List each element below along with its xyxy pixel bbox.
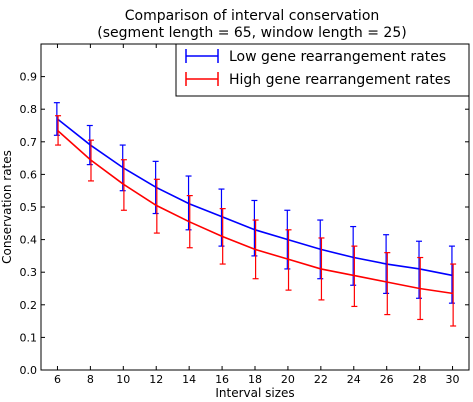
error-bar xyxy=(384,252,391,316)
y-tick-label: 0.4 xyxy=(20,234,38,247)
plot-area xyxy=(40,43,470,371)
x-tick-label: 26 xyxy=(380,373,394,386)
error-bar xyxy=(186,194,193,249)
x-tick-label: 24 xyxy=(347,373,361,386)
y-axis-label: Conservation rates xyxy=(0,150,14,264)
error-bar xyxy=(55,115,62,146)
error-bar xyxy=(219,208,226,265)
y-tick-label: 0.1 xyxy=(20,331,38,344)
chart-subtitle: (segment length = 65, window length = 25… xyxy=(97,25,406,41)
x-tick-label: 14 xyxy=(182,373,196,386)
error-bar xyxy=(285,229,292,291)
axes: 6 8 10 12 14 16 18 20 22 24 26 28 30 0.0 0.1 0.2 0.3 0.4 0… xyxy=(20,44,469,386)
x-axis-label: Interval sizes xyxy=(215,386,294,400)
legend-label-high: High gene rearrangement rates xyxy=(229,72,451,88)
error-bar xyxy=(153,178,160,234)
x-tick-label: 16 xyxy=(215,373,229,386)
x-tick-label: 10 xyxy=(116,373,130,386)
legend-marker-high xyxy=(185,72,219,86)
legend-box xyxy=(175,43,470,97)
series-1 xyxy=(55,115,457,327)
error-bar xyxy=(318,237,325,301)
y-tick-label: 0.6 xyxy=(20,168,38,181)
error-bar xyxy=(86,124,93,166)
x-tick-label: 28 xyxy=(413,373,427,386)
error-bar xyxy=(450,263,457,327)
error-bar xyxy=(87,139,94,182)
legend-label-low: Low gene rearrangement rates xyxy=(229,49,446,65)
x-tick-label: 18 xyxy=(248,373,262,386)
y-tick-label: 0.7 xyxy=(20,136,38,149)
error-bar xyxy=(383,234,390,294)
error-bar xyxy=(53,102,60,136)
x-tick-label: 6 xyxy=(54,373,61,386)
legend: Low gene rearrangement rates High gene r… xyxy=(175,43,470,97)
x-tick-label: 22 xyxy=(314,373,328,386)
y-tick-label: 0.5 xyxy=(20,201,38,214)
y-tick-label: 0.2 xyxy=(20,299,38,312)
y-tick-label: 0.9 xyxy=(20,71,38,84)
x-tick-label: 20 xyxy=(281,373,295,386)
legend-marker-low xyxy=(185,49,219,63)
x-tick-label: 30 xyxy=(446,373,460,386)
x-tick-label: 12 xyxy=(149,373,163,386)
error-bar xyxy=(251,199,258,257)
chart-title: Comparison of interval conservation xyxy=(125,8,380,24)
y-tick-label: 0.0 xyxy=(20,364,38,377)
error-bar xyxy=(252,219,259,280)
y-tick-label: 0.3 xyxy=(20,266,38,279)
error-bar xyxy=(351,245,358,308)
error-bar xyxy=(120,159,127,211)
y-tick-label: 0.8 xyxy=(20,103,38,116)
series-layer xyxy=(53,102,457,327)
x-tick-label: 8 xyxy=(87,373,94,386)
error-bar xyxy=(417,256,424,321)
